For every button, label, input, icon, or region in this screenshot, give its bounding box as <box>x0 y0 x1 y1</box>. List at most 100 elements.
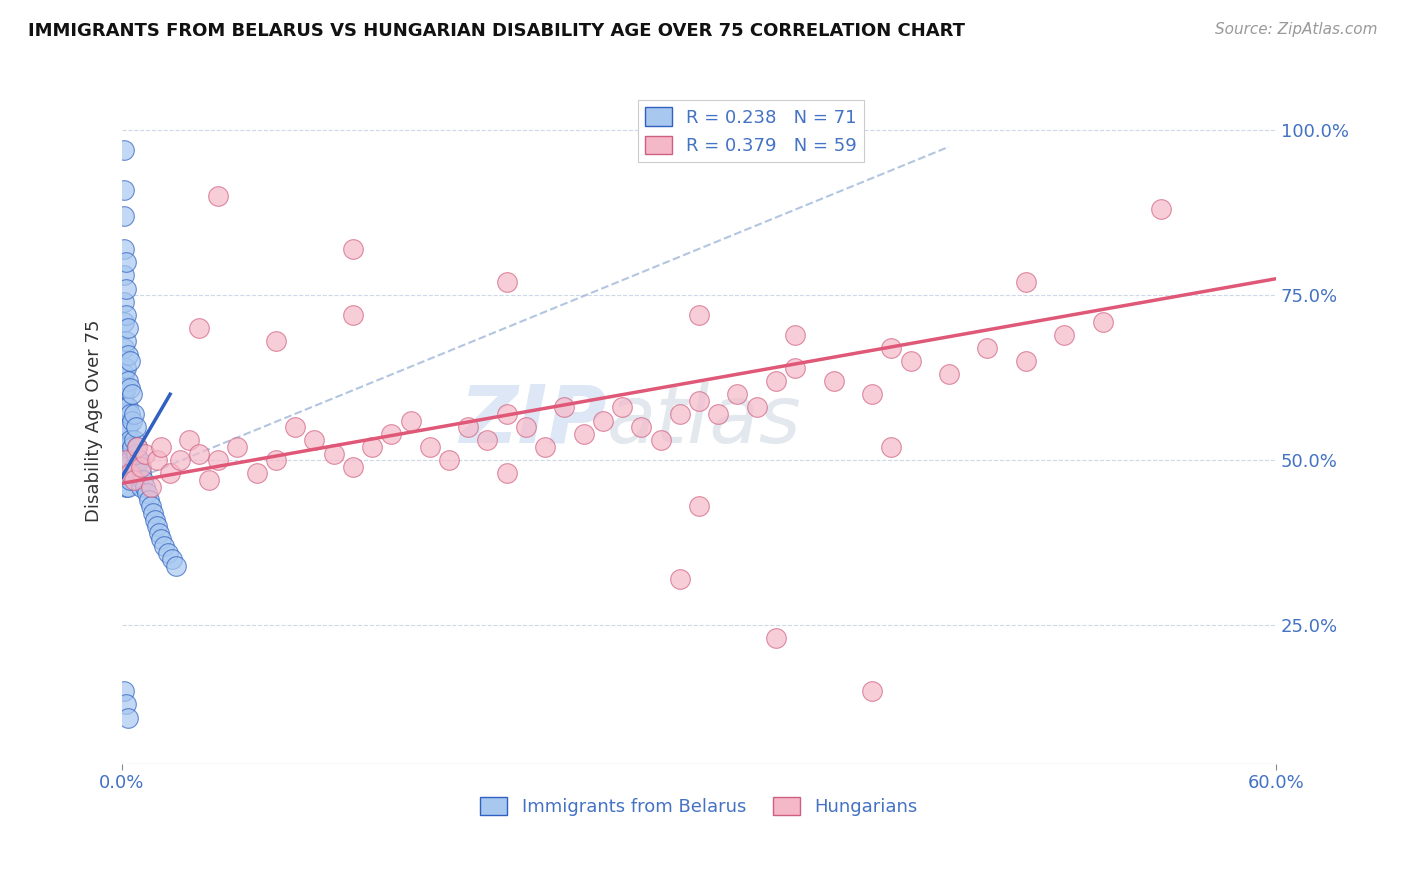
Point <box>160 552 183 566</box>
Point <box>112 183 135 197</box>
Point <box>145 519 167 533</box>
Point <box>650 434 672 448</box>
Point <box>115 459 138 474</box>
Point <box>117 440 139 454</box>
Point <box>129 467 152 481</box>
Point <box>668 572 690 586</box>
Point <box>112 209 135 223</box>
Point <box>304 434 326 448</box>
Point <box>115 453 138 467</box>
Point <box>124 420 146 434</box>
Point <box>117 374 139 388</box>
Point <box>112 341 135 355</box>
Point <box>112 453 135 467</box>
Point <box>129 480 152 494</box>
Point <box>477 434 499 448</box>
Point <box>188 321 211 335</box>
Point <box>1091 315 1114 329</box>
Point <box>122 459 145 474</box>
Point <box>112 440 135 454</box>
Point <box>121 387 143 401</box>
Point <box>115 282 138 296</box>
Point <box>880 341 903 355</box>
Point <box>118 354 141 368</box>
Point <box>121 467 143 481</box>
Point <box>122 434 145 448</box>
Point <box>765 632 787 646</box>
Point <box>115 480 138 494</box>
Point <box>707 407 730 421</box>
Point <box>129 459 152 474</box>
Point <box>117 459 139 474</box>
Point <box>226 440 249 454</box>
Point <box>117 420 139 434</box>
Point <box>121 440 143 454</box>
Point <box>860 684 883 698</box>
Point <box>380 426 402 441</box>
Point <box>112 684 135 698</box>
Point <box>437 453 460 467</box>
Point <box>117 348 139 362</box>
Point <box>134 480 156 494</box>
Point <box>553 401 575 415</box>
Point <box>515 420 537 434</box>
Point <box>149 533 172 547</box>
Point <box>727 387 749 401</box>
Point <box>149 440 172 454</box>
Point <box>122 473 145 487</box>
Point <box>765 374 787 388</box>
Point <box>419 440 441 454</box>
Point <box>115 420 138 434</box>
Point <box>1015 354 1038 368</box>
Y-axis label: Disability Age Over 75: Disability Age Over 75 <box>86 319 103 522</box>
Point <box>169 453 191 467</box>
Point <box>139 500 162 514</box>
Point <box>115 308 138 322</box>
Point <box>148 525 170 540</box>
Point <box>118 407 141 421</box>
Point <box>938 368 960 382</box>
Point <box>264 334 287 349</box>
Point <box>495 275 517 289</box>
Point <box>112 368 135 382</box>
Point <box>179 434 201 448</box>
Point <box>1053 327 1076 342</box>
Point <box>342 242 364 256</box>
Point <box>115 334 138 349</box>
Point <box>630 420 652 434</box>
Point <box>136 486 159 500</box>
Point <box>127 440 149 454</box>
Point <box>688 393 710 408</box>
Point <box>1149 202 1171 217</box>
Point <box>785 327 807 342</box>
Point <box>823 374 845 388</box>
Point <box>534 440 557 454</box>
Point <box>1015 275 1038 289</box>
Point <box>860 387 883 401</box>
Text: Source: ZipAtlas.com: Source: ZipAtlas.com <box>1215 22 1378 37</box>
Point <box>124 447 146 461</box>
Point <box>264 453 287 467</box>
Point <box>115 440 138 454</box>
Point <box>112 426 135 441</box>
Legend: Immigrants from Belarus, Hungarians: Immigrants from Belarus, Hungarians <box>472 789 925 823</box>
Point <box>128 453 150 467</box>
Point <box>188 447 211 461</box>
Point <box>495 407 517 421</box>
Point <box>153 539 176 553</box>
Point <box>610 401 633 415</box>
Point <box>157 546 180 560</box>
Point <box>322 447 344 461</box>
Point <box>117 321 139 335</box>
Point <box>197 473 219 487</box>
Point <box>207 453 229 467</box>
Point <box>159 467 181 481</box>
Point <box>118 434 141 448</box>
Point <box>112 242 135 256</box>
Point <box>112 467 135 481</box>
Point <box>785 360 807 375</box>
Point <box>342 459 364 474</box>
Point <box>127 467 149 481</box>
Point <box>118 467 141 481</box>
Text: atlas: atlas <box>607 382 801 459</box>
